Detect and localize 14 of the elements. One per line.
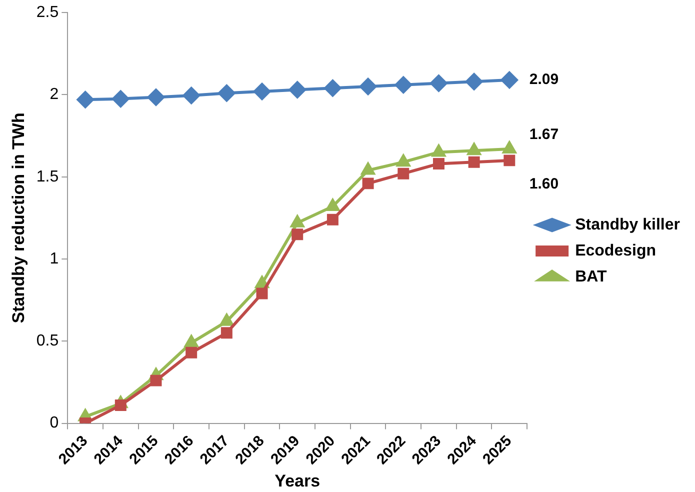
annotation: 1.60 [529, 176, 559, 193]
legend-label: BAT [575, 268, 607, 286]
x-axis-title: Years [274, 471, 320, 490]
y-tick-label: 1.5 [36, 168, 59, 186]
y-tick-label: 2 [50, 86, 59, 104]
y-tick-label: 0.5 [36, 332, 59, 350]
annotation: 2.09 [529, 71, 559, 88]
y-axis-title: Standby reduction in TWh [8, 112, 28, 324]
y-tick-label: 0 [50, 414, 59, 432]
annotation: 1.67 [529, 126, 559, 144]
y-tick-label: 1 [50, 250, 59, 268]
legend-label: Standby killer [575, 216, 680, 234]
y-tick-label: 2.5 [36, 4, 59, 22]
legend-label: Ecodesign [575, 242, 656, 260]
